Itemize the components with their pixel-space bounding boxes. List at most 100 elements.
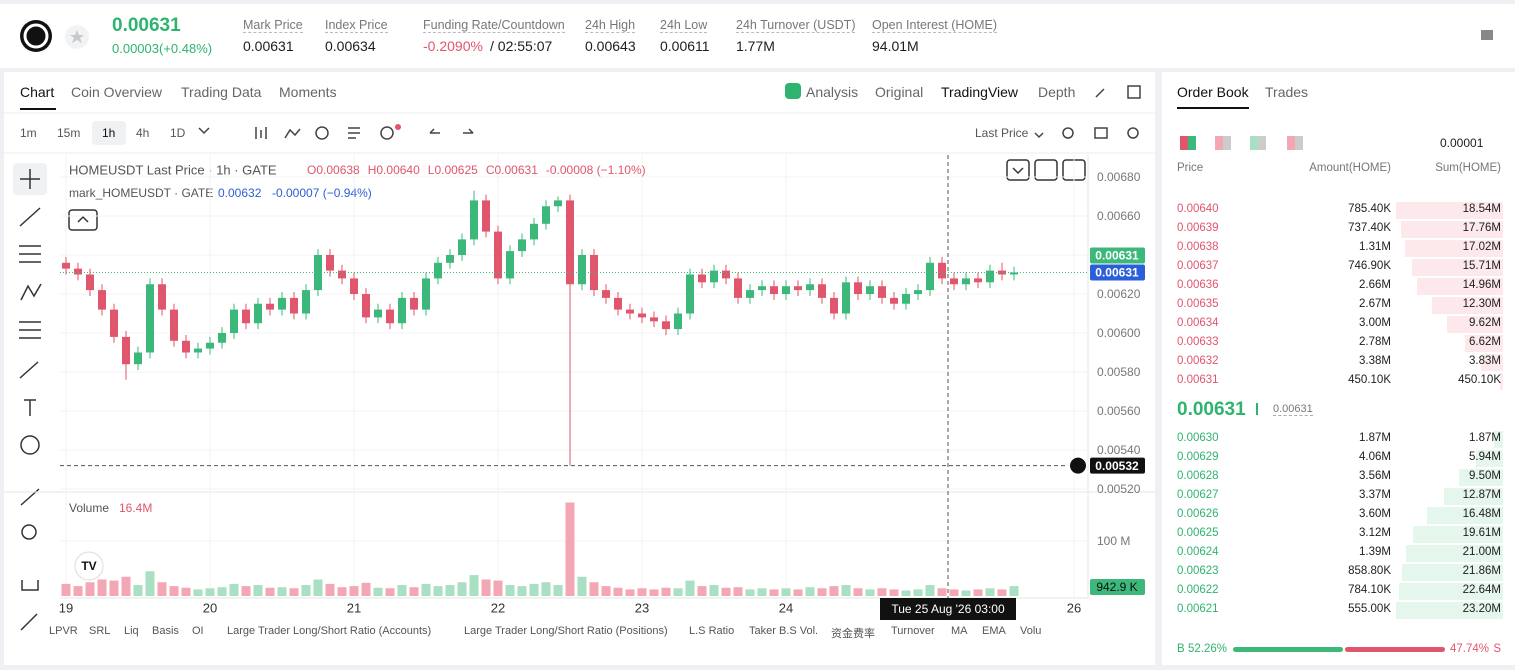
- ob-price[interactable]: 0.00631: [1177, 374, 1219, 386]
- candle-body: [758, 286, 766, 291]
- interval[interactable]: 1m: [20, 126, 37, 140]
- volume-bar: [673, 588, 683, 596]
- chart-tools[interactable]: [198, 85, 1141, 140]
- candle-body: [830, 297, 838, 314]
- ob-price[interactable]: 0.00626: [1177, 508, 1219, 520]
- ob-price[interactable]: 0.00634: [1177, 317, 1219, 329]
- candle-body: [746, 290, 754, 298]
- ob-price[interactable]: 0.00640: [1177, 203, 1219, 215]
- indicator[interactable]: Liq: [124, 625, 139, 637]
- candle-body: [566, 200, 574, 285]
- ob-price[interactable]: 0.00625: [1177, 527, 1219, 539]
- interval[interactable]: 4h: [136, 126, 150, 140]
- view-tab[interactable]: Analysis: [806, 84, 859, 100]
- volume-bar: [253, 585, 263, 596]
- ob-amount: 3.38M: [1359, 355, 1391, 367]
- chart-tab[interactable]: Coin Overview: [71, 84, 163, 100]
- volume-bar: [313, 579, 323, 596]
- candle-body: [458, 239, 466, 255]
- indicator[interactable]: MA: [951, 625, 968, 637]
- interval[interactable]: 1D: [170, 126, 186, 140]
- candle-body: [122, 336, 130, 365]
- volume-last-bg: [1090, 579, 1145, 595]
- candle-body: [710, 270, 718, 283]
- candle-body: [674, 313, 682, 330]
- ob-price[interactable]: 0.00623: [1177, 565, 1219, 577]
- indicator[interactable]: 资金费率: [831, 628, 875, 640]
- ob-tab[interactable]: Trades: [1265, 84, 1309, 100]
- volume-bar: [949, 589, 959, 596]
- ob-amount: 737.40K: [1348, 222, 1391, 234]
- ob-view[interactable]: [1250, 136, 1266, 150]
- ob-price[interactable]: 0.00621: [1177, 603, 1219, 615]
- volume-bar: [493, 580, 503, 596]
- chart-tab[interactable]: Trading Data: [181, 84, 262, 100]
- ob-price[interactable]: 0.00624: [1177, 546, 1219, 558]
- ob-view[interactable]: [1180, 136, 1196, 150]
- ob-view[interactable]: [1287, 136, 1303, 150]
- stat-label: 24h Low: [660, 18, 708, 33]
- ob-price[interactable]: 0.00630: [1177, 432, 1219, 444]
- ob-price[interactable]: 0.00636: [1177, 279, 1219, 291]
- volume-bar: [889, 589, 899, 596]
- ob-price[interactable]: 0.00635: [1177, 298, 1219, 310]
- depth-bar: [1404, 240, 1503, 257]
- indicator[interactable]: EMA: [982, 625, 1006, 637]
- ob-price[interactable]: 0.00638: [1177, 241, 1219, 253]
- ob-price[interactable]: 0.00632: [1177, 355, 1219, 367]
- indicator[interactable]: Basis: [152, 625, 179, 637]
- buy-bar: [1233, 647, 1343, 652]
- volume-title: Volume: [69, 501, 109, 515]
- indicator[interactable]: L.S Ratio: [689, 625, 735, 637]
- volume-bar: [625, 589, 635, 596]
- ohlc-label: O0.00638: [307, 163, 360, 177]
- ob-price[interactable]: 0.00627: [1177, 489, 1219, 501]
- candle-body: [170, 309, 178, 341]
- volume-bar: [121, 576, 131, 596]
- indicator[interactable]: Large Trader Long/Short Ratio (Positions…: [464, 625, 668, 637]
- indicator[interactable]: SRL: [89, 625, 111, 637]
- drawing-toolbar[interactable]: [19, 159, 1086, 631]
- view-tab[interactable]: Original: [875, 84, 924, 100]
- view-tab[interactable]: TradingView: [941, 84, 1019, 100]
- ob-tab[interactable]: Order Book: [1177, 84, 1249, 100]
- ob-sum: 17.02M: [1462, 241, 1501, 253]
- ob-price[interactable]: 0.00628: [1177, 470, 1219, 482]
- ob-view[interactable]: [1215, 136, 1231, 150]
- interval[interactable]: 1h: [102, 126, 116, 140]
- ob-price[interactable]: 0.00622: [1177, 584, 1219, 596]
- settings-icon[interactable]: [1480, 28, 1494, 42]
- ob-sum: 14.96M: [1462, 279, 1501, 291]
- crosshair-add: [1070, 457, 1086, 474]
- ob-price[interactable]: 0.00639: [1177, 222, 1219, 234]
- x-tick-label: 22: [491, 600, 505, 615]
- favorite-star[interactable]: [64, 24, 90, 50]
- view-tab[interactable]: Depth: [1038, 84, 1076, 100]
- ob-price[interactable]: 0.00637: [1177, 260, 1219, 272]
- indicator[interactable]: Large Trader Long/Short Ratio (Accounts): [227, 625, 432, 637]
- stat-value: 0.00631: [243, 38, 294, 54]
- indicator[interactable]: LPVR: [49, 625, 78, 637]
- indicator[interactable]: Turnover: [891, 625, 935, 637]
- depth-bar: [1402, 564, 1503, 581]
- indicator[interactable]: Taker B.S Vol.: [749, 625, 819, 637]
- depth-bar: [1398, 583, 1503, 600]
- y-tick-label: 0.00560: [1097, 404, 1141, 418]
- ob-precision[interactable]: 0.00001: [1440, 136, 1484, 150]
- ob-price[interactable]: 0.00633: [1177, 336, 1219, 348]
- chart-tab[interactable]: Chart: [20, 84, 55, 100]
- chart-tab[interactable]: Moments: [279, 84, 337, 100]
- price-source[interactable]: Last Price: [975, 126, 1029, 140]
- ob-price[interactable]: 0.00629: [1177, 451, 1219, 463]
- indicator[interactable]: OI: [192, 625, 204, 637]
- candle-body: [554, 200, 562, 207]
- candle-body: [986, 270, 994, 283]
- indicator[interactable]: Volu: [1020, 625, 1042, 637]
- coin-logo: [20, 20, 52, 52]
- interval[interactable]: 15m: [57, 126, 81, 140]
- crosshair-time-bg: [880, 598, 1016, 620]
- analysis-icon[interactable]: [785, 83, 801, 99]
- chart-panel: [4, 72, 1155, 665]
- candle-body: [650, 317, 658, 322]
- candle-body: [482, 200, 490, 232]
